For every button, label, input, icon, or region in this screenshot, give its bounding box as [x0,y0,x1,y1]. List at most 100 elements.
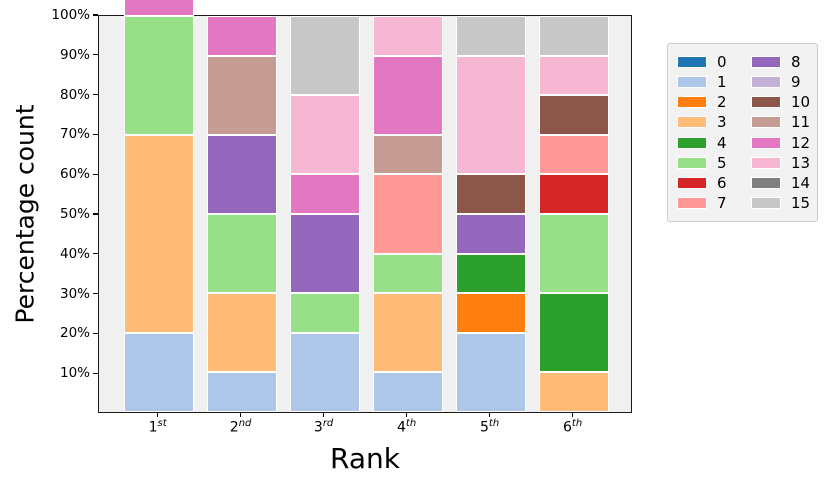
plot-area [98,0,632,413]
y-tick-label: 50% [59,206,90,222]
legend-label: 15 [791,193,811,212]
legend-label: 12 [791,133,811,152]
legend-label: 13 [791,153,811,172]
legend-label: 10 [791,93,811,112]
x-tick-label: 5th [450,419,530,436]
legend-entry-4: 4 [677,133,737,153]
y-tick-label: 30% [59,285,90,302]
x-tick-label: 4th [367,419,447,436]
x-tick-mark [406,413,408,417]
legend-label: 2 [717,93,727,112]
bar-segment-series-1 [123,332,194,412]
bar-segment-series-4 [455,253,526,294]
x-tick-suffix: rd [322,418,334,429]
bar-segment-series-10 [538,95,609,135]
bar-segment-series-12 [289,174,360,215]
y-tick-mark [93,173,98,175]
x-tick-mark [157,413,159,417]
legend-label: 7 [717,193,727,212]
legend-swatch [751,136,781,149]
legend-label: 8 [791,53,801,72]
legend-entry-5: 5 [677,153,737,173]
legend-entry-14: 14 [751,173,811,193]
bar-segment-series-10 [455,174,526,215]
bar-segment-series-1 [206,372,277,412]
bar-segment-series-6 [538,174,609,215]
y-tick-label: 60% [59,166,90,183]
legend-label: 3 [717,113,727,132]
x-tick-label: 3rd [284,419,364,436]
x-tick-mark [240,413,242,417]
bar-segment-series-3 [206,293,277,373]
legend-entry-11: 11 [751,112,811,132]
x-tick-suffix: th [488,418,500,429]
legend-swatch [751,96,781,109]
legend-swatch [677,56,707,69]
x-tick-base: 6 [563,419,572,436]
bar-rank-1st [123,0,194,412]
y-tick-mark [93,14,98,16]
legend-entry-1: 1 [677,72,737,92]
x-tick-suffix: st [157,418,167,429]
legend-swatch [751,56,781,69]
bar-segment-series-13 [372,16,443,56]
y-tick-label: 90% [59,46,90,63]
bar-segment-series-1 [372,372,443,412]
legend-label: 4 [717,133,727,152]
legend-swatch [677,196,707,209]
bar-segment-series-11 [372,134,443,175]
legend-entry-7: 7 [677,193,737,213]
legend-swatch [751,156,781,169]
bar-segment-series-3 [123,134,194,333]
bar-segment-series-1 [455,332,526,412]
y-tick-label: 70% [59,126,90,143]
y-tick-label: 80% [59,86,90,103]
legend-label: 9 [791,73,801,92]
x-tick-mark [489,413,491,417]
legend-swatch [677,116,707,129]
legend-entry-3: 3 [677,112,737,132]
legend-swatch [751,196,781,209]
bar-segment-series-5 [538,214,609,294]
bar-segment-series-5 [206,214,277,294]
y-tick-mark [93,372,98,374]
bar-segment-series-3 [538,372,609,412]
bar-segment-series-8 [289,214,360,294]
legend-label: 11 [791,113,811,132]
bar-segment-series-7 [372,174,443,254]
legend-entry-12: 12 [751,133,811,153]
x-tick-label: 6th [533,419,613,436]
legend-swatch [677,136,707,149]
bar-segment-series-5 [372,253,443,294]
x-tick-label: 2nd [201,419,281,436]
bar-segment-series-3 [372,293,443,373]
x-tick-base: 1 [148,419,158,436]
bar-segment-series-12 [206,16,277,56]
legend-entry-8: 8 [751,52,811,72]
x-tick-base: 3 [313,419,323,436]
legend-label: 6 [717,173,727,192]
x-tick-mark [323,413,325,417]
legend-swatch [677,76,707,89]
bar-segment-series-13 [538,55,609,96]
x-tick-base: 2 [229,419,239,436]
x-tick-label: 1st [118,419,198,436]
bar-segment-series-8 [455,214,526,254]
y-tick-mark [93,94,98,96]
bar-segment-series-4 [538,293,609,373]
bar-segment-series-5 [123,16,194,135]
bar-rank-3rd [289,16,360,412]
bar-segment-series-13 [289,95,360,175]
y-tick-label: 20% [59,325,90,342]
bar-segment-series-8 [206,134,277,215]
bar-rank-6th [538,16,609,412]
legend-label: 14 [791,173,811,192]
bar-rank-4th [372,16,443,412]
legend-entry-2: 2 [677,92,737,112]
y-tick-mark [93,213,98,215]
bar-segment-series-11 [206,55,277,135]
x-tick-base: 5 [480,419,489,436]
bar-segment-series-5 [289,293,360,333]
y-tick-mark [93,253,98,255]
bar-segment-series-15 [538,16,609,56]
